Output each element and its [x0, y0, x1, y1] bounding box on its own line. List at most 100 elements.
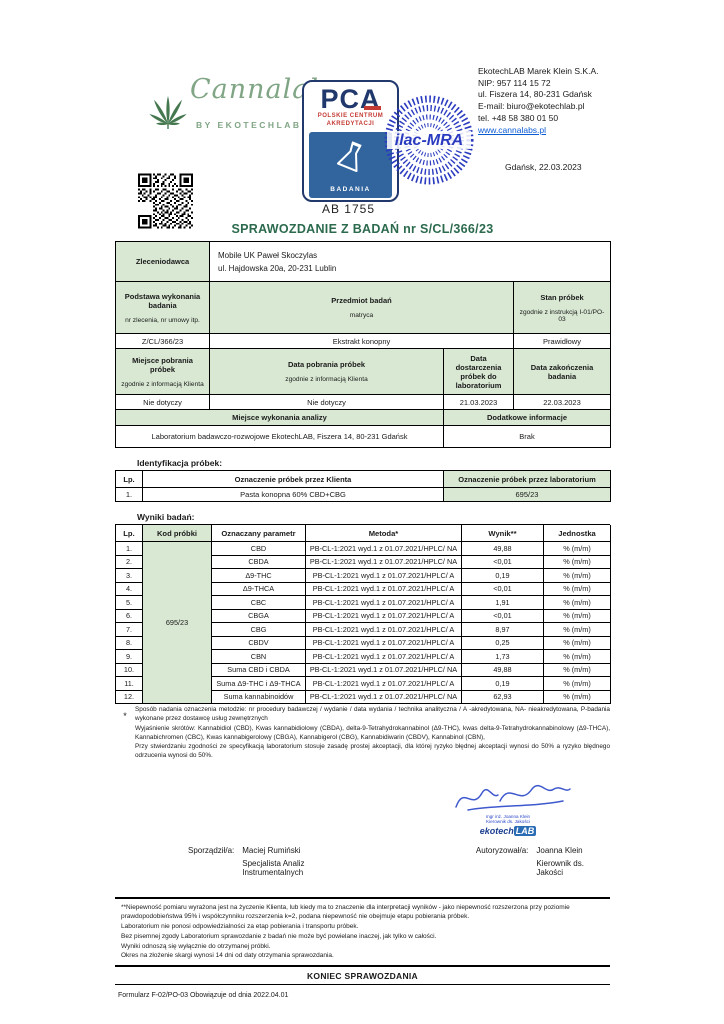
results-cell-parametr: Δ9-THC — [212, 569, 306, 583]
analysis-place-value-cell: Laboratorium badawczo-rozwojowe EkotechL… — [115, 425, 444, 448]
id-row-client: Pasta konopna 60% CBD+CBG — [142, 487, 444, 502]
footnote-line: Wyjaśnienie skrótów: Kannabidiol (CBD), … — [135, 724, 610, 741]
results-cell-jednostka: % (m/m) — [544, 690, 611, 704]
handwritten-signature — [455, 784, 571, 811]
authorized-by: Autoryzował/a: Joanna Klein Kierownik ds… — [476, 846, 610, 881]
company-info: EkotechLAB Marek Klein S.K.A. NIP: 957 1… — [478, 66, 598, 136]
results-col-parametr: Oznaczany parametr — [212, 525, 306, 542]
company-phone: tel. +48 58 380 01 50 — [478, 112, 559, 123]
results-cell-jednostka: % (m/m) — [544, 636, 611, 650]
client-value-cell: Mobile UK Paweł Skoczylas ul. Hajdowska … — [209, 241, 611, 282]
prepared-by-role: Specjalista Analiz Instrumentalnych — [242, 858, 305, 877]
results-cell-jednostka: % (m/m) — [544, 663, 611, 677]
sample-state-value-cell: Prawidłowy — [513, 333, 611, 349]
results-cell-lp: 2. — [116, 555, 143, 569]
results-cell-lp: 12. — [116, 690, 143, 704]
results-cell-wynik: 8,97 — [462, 623, 544, 637]
id-col-client: Oznaczenie próbek przez Klienta — [142, 470, 444, 488]
results-cell-lp: 8. — [116, 636, 143, 650]
cannabis-leaf-icon — [149, 96, 187, 129]
authorized-by-label: Autoryzował/a: — [475, 845, 529, 855]
authorization-stamp: mgr inż. Joanna Klein Kierownik ds. Jako… — [433, 777, 583, 836]
results-cell-metoda: PB-CL-1:2021 wyd.1 z 01.07.2021/HPLC/ A — [306, 582, 462, 596]
results-cell-lp: 6. — [116, 609, 143, 623]
results-cell-metoda: PB-CL-1:2021 wyd.1 z 01.07.2021/HPLC/ A — [306, 636, 462, 650]
client-name: Mobile UK Paweł Skoczylas — [218, 250, 318, 260]
results-cell-metoda: PB-CL-1:2021 wyd.1 z 01.07.2021/HPLC/ NA — [306, 690, 462, 704]
results-cell-parametr: CBC — [212, 596, 306, 610]
form-reference: Formularz F-02/PO-03 Obowiązuje od dnia … — [118, 992, 289, 1000]
footnote-text: Sposób nadania oznaczenia metodzie: nr p… — [135, 705, 610, 761]
additional-info-header-cell: Dodatkowe informacje — [443, 409, 611, 426]
id-col-lp: Lp. — [115, 470, 143, 488]
disclaimer-box: **Niepewność pomiaru wyrażona jest na ży… — [115, 896, 610, 968]
company-nip: NIP: 957 114 15 72 — [478, 77, 551, 88]
header: Cannalabs BY EKOTECHLAB PCA POLSKIE CENT… — [0, 0, 724, 247]
company-name: EkotechLAB Marek Klein S.K.A. — [478, 66, 599, 76]
results-cell-parametr: CBDV — [212, 636, 306, 650]
sample-code-cell: 695/23 — [143, 542, 212, 704]
company-website-link[interactable]: www.cannalabs.pl — [478, 124, 547, 135]
sample-state-header-cell: Stan próbek zgodnie z instrukcją I-01/PO… — [513, 281, 611, 334]
results-cell-parametr: CBD — [212, 542, 306, 556]
id-col-lab: Oznaczenie próbek przez laboratorium — [443, 470, 611, 488]
prepared-by-name: Maciej Rumiński — [242, 845, 301, 855]
results-cell-parametr: CBG — [212, 623, 306, 637]
results-cell-lp: 5. — [116, 596, 143, 610]
signatures-area: mgr inż. Joanna Klein Kierownik ds. Jako… — [115, 777, 610, 889]
stamp-text: mgr inż. Joanna Klein Kierownik ds. Jako… — [485, 813, 531, 825]
sample-id-table: Lp. Oznaczenie próbek przez Klienta Ozna… — [115, 470, 611, 502]
prepared-by: Sporządził/a: Maciej Rumiński Specjalist… — [188, 846, 364, 881]
sampling-place-header-cell: Miejsce pobrania próbek zgodnie z inform… — [115, 348, 210, 395]
footnote-line: Sposób nadania oznaczenia metodzie: nr p… — [135, 706, 610, 723]
results-cell-parametr: Suma kannabinoidów — [212, 690, 306, 704]
results-col-metoda: Metoda* — [306, 525, 462, 542]
results-cell-wynik: 0,25 — [462, 636, 544, 650]
results-cell-metoda: PB-CL-1:2021 wyd.1 z 01.07.2021/HPLC/ A — [306, 569, 462, 583]
results-cell-parametr: Suma Δ9-THC i Δ9-THCA — [212, 677, 306, 691]
delivery-date-header-cell: Data dostarczenia próbek do laboratorium — [443, 348, 514, 395]
ilac-mra-text: ilac-MRA — [395, 132, 463, 149]
results-cell-lp: 10. — [116, 663, 143, 677]
results-cell-wynik: 49,88 — [462, 663, 544, 677]
disclaimer-line: Wyniki odnoszą się wyłącznie do otrzyman… — [121, 942, 271, 950]
completion-date-header-cell: Data zakończenia badania — [513, 348, 611, 395]
results-cell-lp: 4. — [116, 582, 143, 596]
method-footnotes: * Sposób nadania oznaczenia metodzie: nr… — [115, 705, 610, 761]
results-cell-wynik: 1,91 — [462, 596, 544, 610]
additional-info-value-cell: Brak — [443, 425, 611, 448]
id-section-heading: Identyfikacja próbek: — [137, 458, 223, 468]
results-cell-metoda: PB-CL-1:2021 wyd.1 z 01.07.2021/HPLC/ NA — [306, 663, 462, 677]
prepared-by-label: Sporządził/a: — [188, 845, 235, 855]
results-section-heading: Wyniki badań: — [137, 512, 195, 522]
results-cell-wynik: 49,88 — [462, 542, 544, 556]
results-cell-jednostka: % (m/m) — [544, 582, 611, 596]
accreditation-number: AB 1755 — [321, 202, 376, 216]
results-cell-metoda: PB-CL-1:2021 wyd.1 z 01.07.2021/HPLC/ A — [306, 596, 462, 610]
results-cell-jednostka: % (m/m) — [544, 609, 611, 623]
analysis-place-header-cell: Miejsce wykonania analizy — [115, 409, 444, 426]
id-row-lp: 1. — [115, 487, 143, 502]
results-cell-parametr: CBGA — [212, 609, 306, 623]
report-title: SPRAWOZDANIE Z BADAŃ nr S/CL/366/23 — [231, 222, 494, 236]
results-cell-parametr: CBDA — [212, 555, 306, 569]
results-cell-metoda: PB-CL-1:2021 wyd.1 z 01.07.2021/HPLC/ A — [306, 650, 462, 664]
results-col-jednostka: Jednostka — [544, 525, 611, 542]
results-cell-jednostka: % (m/m) — [544, 677, 611, 691]
results-cell-wynik: <0,01 — [462, 555, 544, 569]
pca-line2: AKREDYTACJI — [326, 120, 375, 127]
results-cell-wynik: 62,93 — [462, 690, 544, 704]
client-address: ul. Hajdowska 20a, 20-231 Lublin — [218, 263, 337, 273]
order-info-table: Zleceniodawca Mobile UK Paweł Skoczylas … — [115, 241, 611, 448]
pca-badania-box: BADANIA — [309, 132, 392, 198]
disclaimer-line: Laboratorium nie ponosi odpowiedzialnośc… — [121, 923, 359, 931]
results-cell-jednostka: % (m/m) — [544, 596, 611, 610]
results-cell-parametr: Δ9-THCA — [212, 582, 306, 596]
results-cell-metoda: PB-CL-1:2021 wyd.1 z 01.07.2021/HPLC/ NA — [306, 555, 462, 569]
report-body: SPRAWOZDANIE Z BADAŃ nr S/CL/366/23 Zlec… — [115, 222, 611, 1000]
order-number-cell: Z/CL/366/23 — [115, 333, 210, 349]
company-email: E-mail: biuro@ekotechlab.pl — [478, 101, 585, 112]
results-table: Lp. Kod próbki Oznaczany parametr Metoda… — [115, 524, 611, 704]
results-cell-wynik: 0,19 — [462, 569, 544, 583]
results-cell-jednostka: % (m/m) — [544, 542, 611, 556]
